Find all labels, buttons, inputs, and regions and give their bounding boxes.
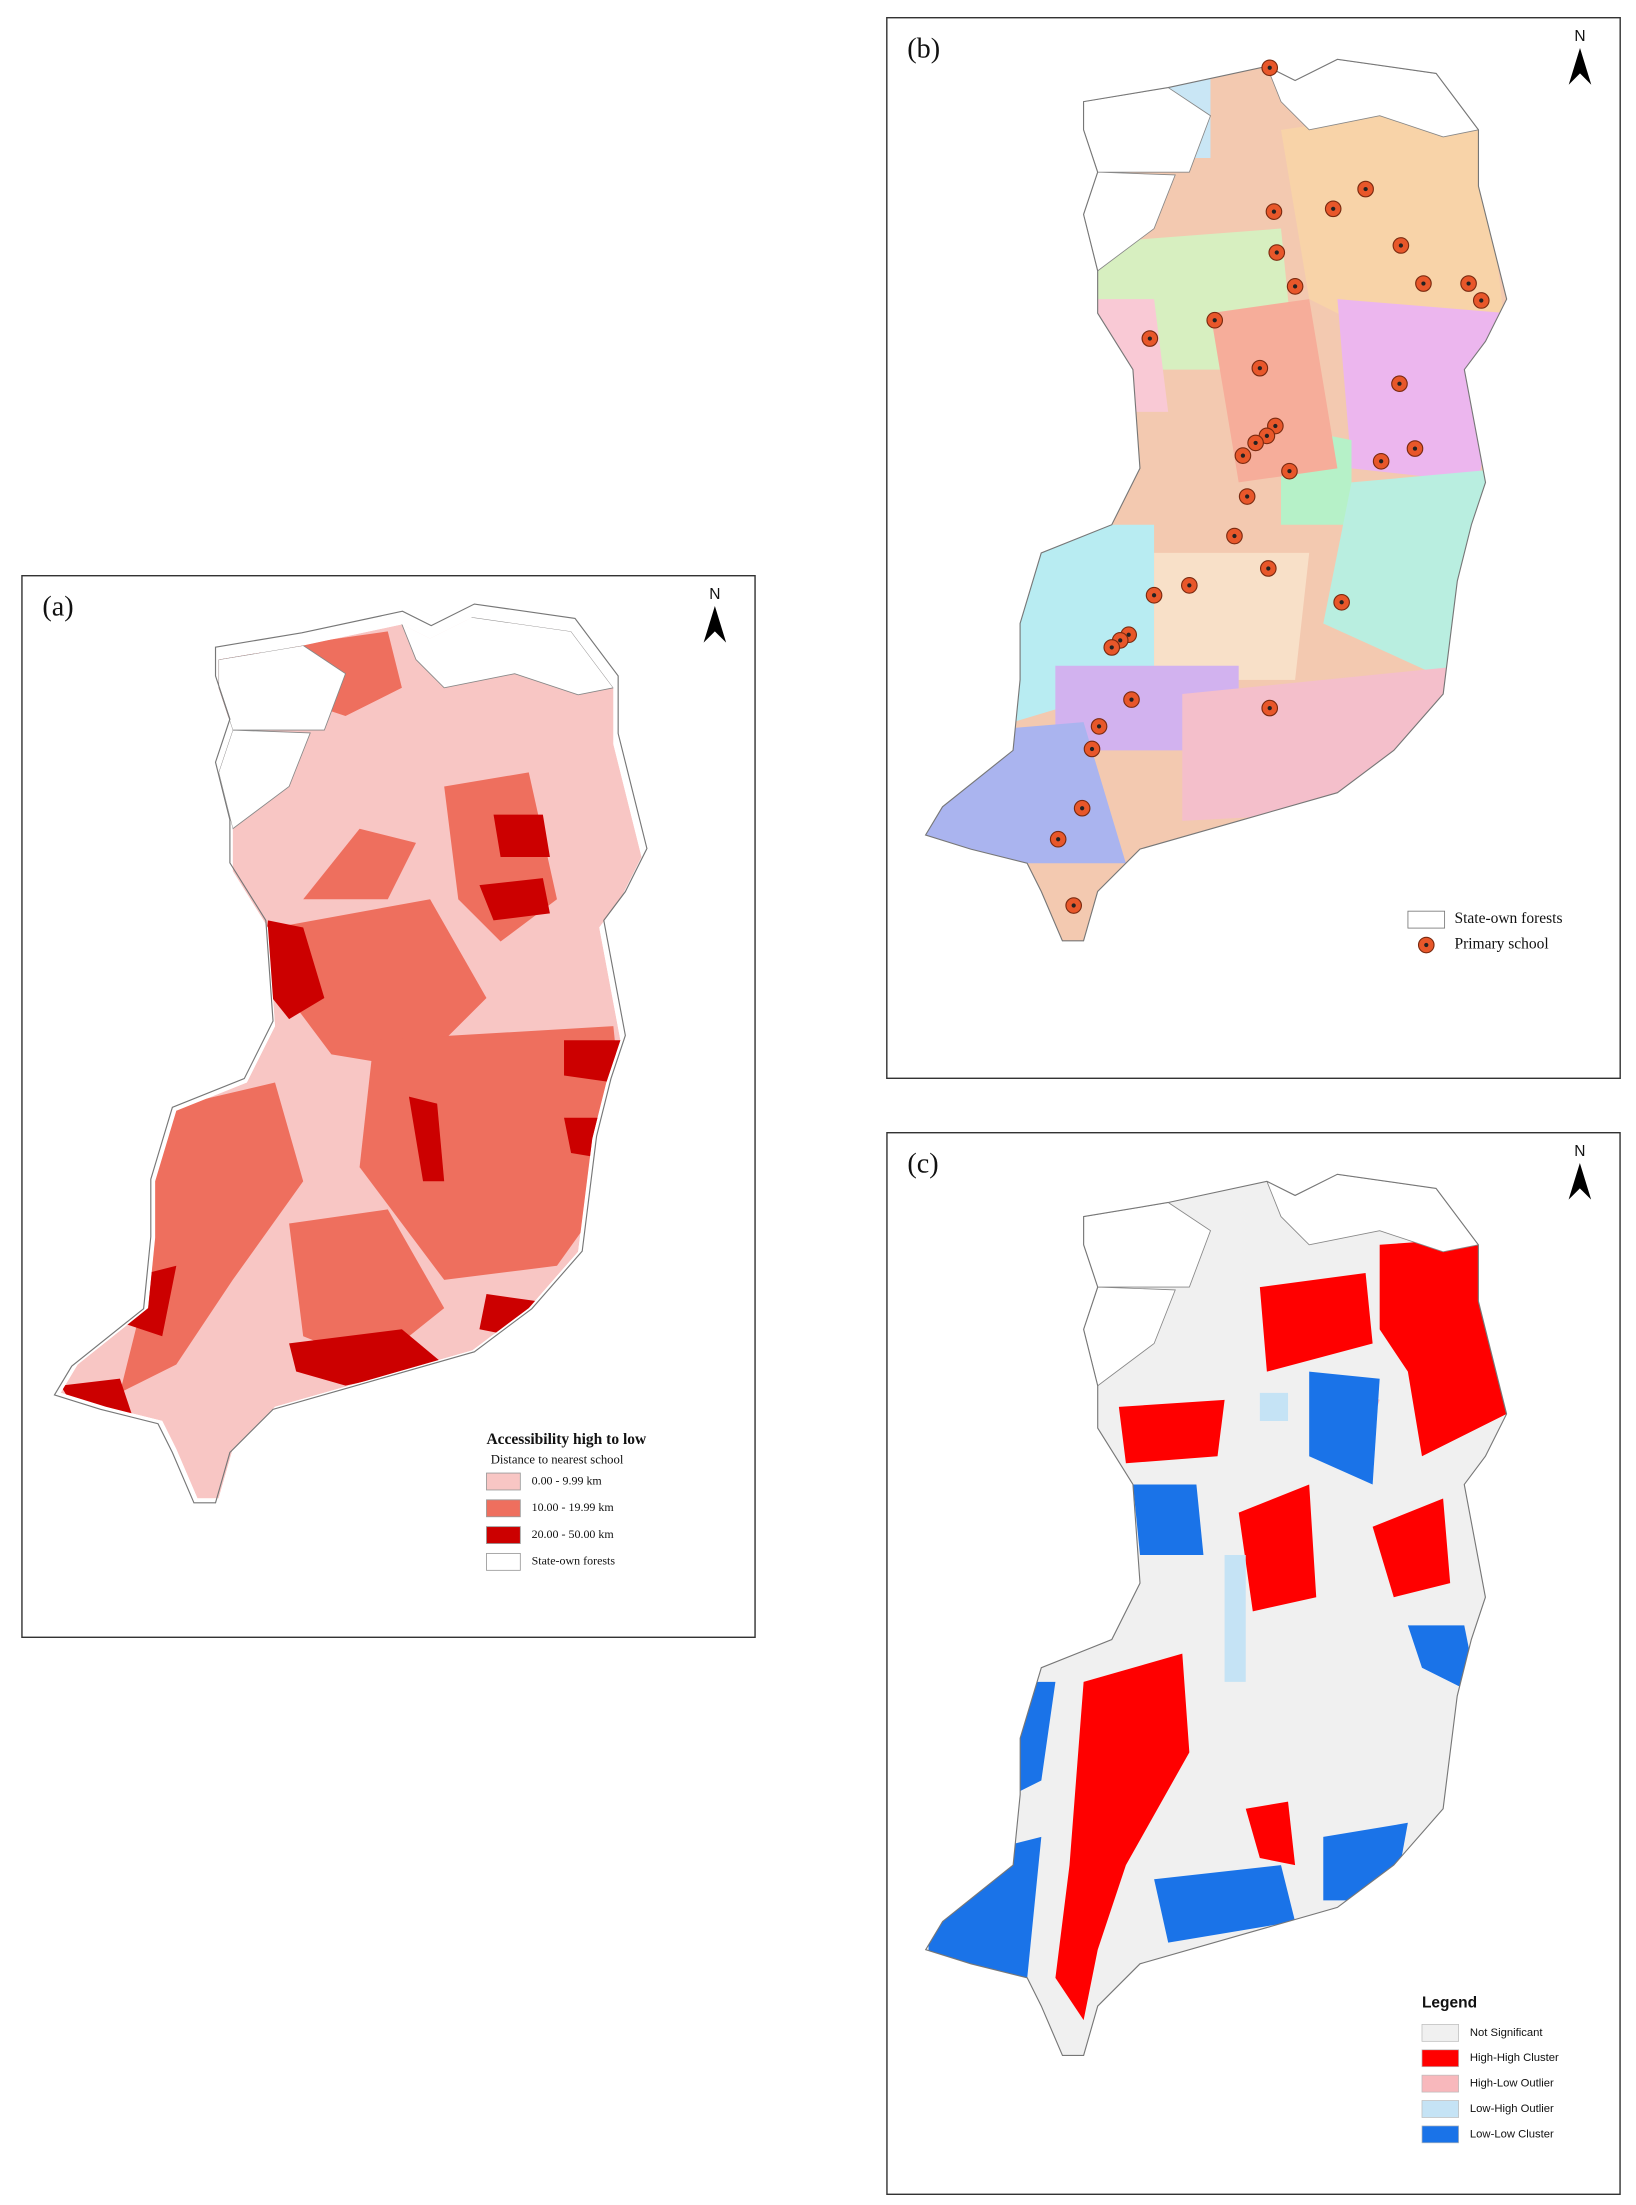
school-marker-dot [1109, 645, 1114, 650]
school-marker-dot [1398, 243, 1403, 248]
legend-label: Low-High Outlier [1470, 2103, 1554, 2115]
legend-swatch [1421, 2125, 1459, 2144]
school-marker-dot [1245, 494, 1250, 499]
legend-label: 0.00 - 9.99 km [532, 1473, 603, 1487]
legend-swatch [486, 1472, 521, 1491]
legend-swatch [486, 1552, 521, 1571]
schools [1049, 59, 1490, 914]
panel-a: (a) N Accessibility hig [21, 575, 756, 1638]
school-marker-dot [1331, 206, 1336, 211]
school-marker-dot [1412, 446, 1418, 451]
school-marker-dot [1147, 336, 1152, 341]
school-marker-dot [1151, 593, 1157, 598]
north-label: N [1574, 28, 1585, 45]
school-marker-dot [1056, 837, 1061, 842]
school-marker-dot [1379, 459, 1384, 464]
school-marker-dot [1257, 366, 1262, 371]
north-label: N [709, 586, 720, 603]
legend-label: High-High Cluster [1470, 2052, 1559, 2064]
legend: Accessibility high to low Distance to ne… [486, 1431, 647, 1571]
school-marker-dot [1424, 942, 1429, 948]
north-arrow [1568, 48, 1592, 85]
school-marker-dot [1187, 583, 1192, 588]
legend-title: Accessibility high to low [486, 1431, 647, 1448]
legend-label: 20.00 - 50.00 km [532, 1527, 615, 1541]
school-marker-dot [1080, 806, 1085, 811]
school-marker-dot [1479, 298, 1484, 303]
school-marker-dot [1071, 903, 1076, 908]
legend-swatch [1421, 2049, 1459, 2068]
school-marker-dot [1397, 381, 1402, 386]
school-marker-dot [1273, 423, 1278, 429]
school-marker-dot [1421, 281, 1426, 286]
school-marker-dot [1126, 632, 1131, 637]
north-arrow [1568, 1163, 1592, 1200]
legend-swatch [486, 1499, 521, 1518]
school-marker-dot [1267, 705, 1272, 711]
legend-swatch [486, 1526, 521, 1544]
school-marker-dot [1264, 433, 1270, 438]
panel-label: (b) [907, 33, 940, 64]
school-marker-dot [1267, 65, 1272, 70]
panel-b: (b) N State-own forests Primary school [886, 17, 1621, 1079]
panel-label: (c) [907, 1148, 938, 1179]
legend: State-own forests Primary school [1407, 910, 1563, 954]
school-marker-dot [1232, 533, 1237, 539]
north-arrow [703, 606, 727, 643]
school-marker-dot [1274, 250, 1279, 255]
legend-label: Not Significant [1470, 2027, 1544, 2039]
legend-label: 10.00 - 19.99 km [532, 1500, 615, 1514]
school-marker-dot [1212, 318, 1217, 323]
school-marker-dot [1292, 284, 1298, 289]
school-marker-dot [1271, 209, 1277, 214]
legend-subtitle: Distance to nearest school [491, 1452, 624, 1466]
legend-title: Legend [1422, 1994, 1477, 2011]
legend: Legend Not Significant High-High Cluster Hi… [1421, 1994, 1559, 2144]
north-label: N [1574, 1143, 1585, 1160]
panel-label: (a) [42, 591, 73, 622]
map [60, 617, 642, 1499]
school-marker-dot [1466, 281, 1471, 286]
legend-swatch [1421, 2024, 1459, 2042]
legend-label: Primary school [1454, 936, 1548, 953]
legend-swatch [1421, 2074, 1459, 2093]
legend-swatch [1421, 2100, 1459, 2118]
school-marker-dot [1096, 724, 1102, 729]
school-marker-dot [1118, 638, 1123, 643]
school-marker-dot [1339, 600, 1344, 605]
school-marker-dot [1253, 440, 1258, 446]
legend-label: State-own forests [532, 1554, 616, 1568]
school-marker-dot [1287, 469, 1292, 474]
legend-label: High-Low Outlier [1470, 2078, 1554, 2090]
legend-label: State-own forests [1454, 910, 1562, 927]
school-marker-dot [1266, 566, 1271, 571]
school-marker-dot [1240, 453, 1246, 458]
legend-swatch [1407, 910, 1446, 929]
school-marker-dot [1089, 746, 1095, 752]
legend-label: Low-Low Cluster [1470, 2128, 1554, 2140]
school-marker-dot [1129, 697, 1134, 702]
school-marker-dot [1363, 186, 1368, 192]
